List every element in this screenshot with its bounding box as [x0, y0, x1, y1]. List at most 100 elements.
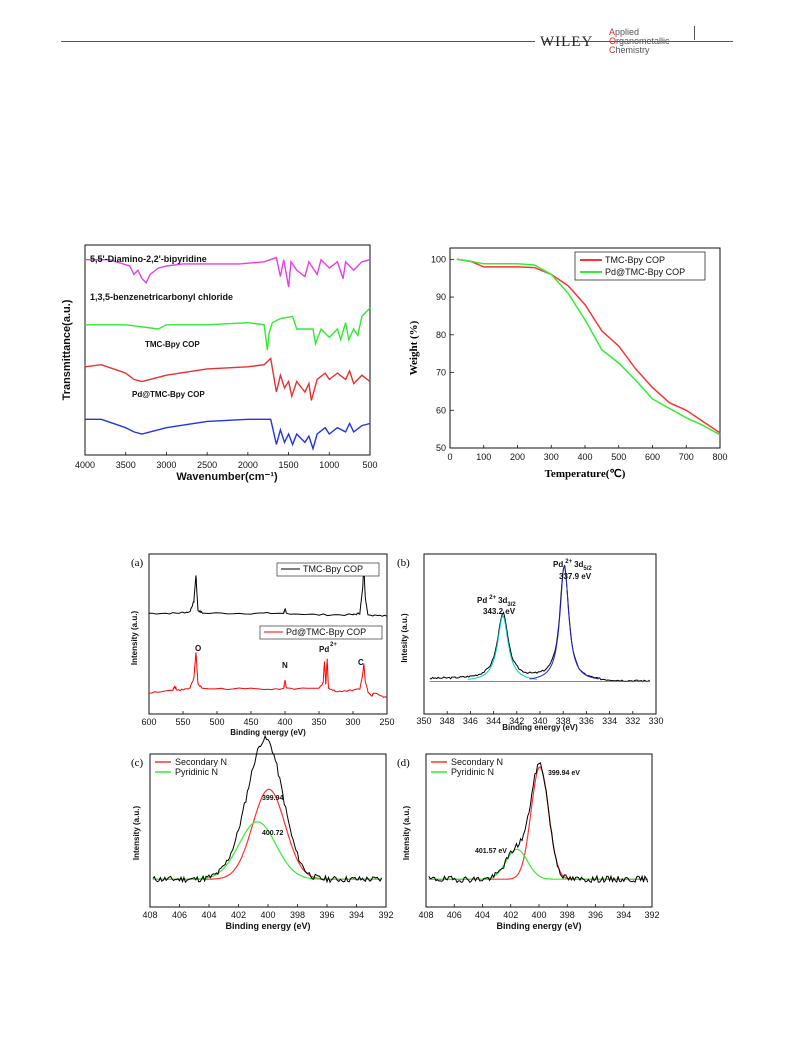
x-tick-label: 336: [579, 716, 594, 726]
fit-line: [428, 766, 648, 880]
x-tick-label: 402: [231, 910, 246, 920]
x-tick-label: 398: [560, 910, 575, 920]
x-tick-label: 332: [625, 716, 640, 726]
y-tick-label: 90: [436, 292, 446, 302]
peak-label: 399.94: [262, 795, 284, 802]
x-tick-label: 396: [588, 910, 603, 920]
x-tick-label: 346: [463, 716, 478, 726]
series-line: [85, 256, 371, 288]
y-tick-label: 70: [436, 368, 446, 378]
series-line: [148, 652, 388, 699]
peak-element: Pd: [477, 596, 487, 605]
y-tick-label: 100: [431, 254, 446, 264]
legend-label: Pd@TMC-Bpy COP: [286, 627, 366, 637]
series-group: [456, 258, 721, 436]
journal-word: pplied: [615, 27, 640, 37]
journal-initial: C: [609, 45, 616, 55]
journal-logo: WILEY Applied Organometallic Chemistry: [535, 26, 670, 60]
peak-value: 337.9 eV: [559, 572, 592, 581]
peak-annotation: Pd 2+ 3d5/2 337.9 eV: [553, 559, 592, 581]
panel-label: (d): [397, 757, 410, 769]
x-tick-label: 392: [644, 910, 659, 920]
peak-label-n: N: [282, 661, 288, 670]
peak-value: 343.2 eV: [483, 607, 516, 616]
journal-initial: A: [609, 27, 616, 37]
legend-box: [276, 562, 380, 577]
x-axis-label: Binding energy (eV): [496, 921, 581, 931]
x-tick-label: 100: [476, 452, 491, 462]
x-ticks: 408 406 404 402 400 398 396 394 392: [142, 904, 394, 920]
fit-line: [529, 564, 599, 680]
x-tick-label: 1000: [319, 460, 339, 470]
y-axis-label: Intesity (a.u.): [400, 613, 409, 663]
peak-label: 400.72: [262, 830, 284, 837]
journal-word: rganometallic: [616, 36, 670, 46]
journal-name: Applied Organometallic Chemistry: [609, 28, 670, 55]
x-tick-label: 300: [345, 717, 360, 727]
panel-label: (b): [397, 557, 410, 569]
legend-label: Secondary N: [175, 757, 227, 767]
x-tick-label: 2000: [238, 460, 258, 470]
x-tick-label: 4000: [75, 460, 95, 470]
x-axis-label: Wavenumber(cm⁻¹): [176, 471, 278, 483]
x-tick-label: 400: [577, 452, 592, 462]
series-label: 5,5'-Diamino-2,2'-bipyridine: [90, 254, 207, 264]
series-label: TMC-Bpy COP: [145, 340, 200, 349]
panel-label: (a): [131, 557, 144, 569]
series-line: [429, 564, 651, 683]
plot-frame: [84, 244, 371, 456]
x-tick-label: 402: [503, 910, 518, 920]
peak-element: Pd: [553, 560, 563, 569]
x-tick-label: 550: [175, 717, 190, 727]
x-tick-label: 344: [486, 716, 501, 726]
plot-frame: [423, 553, 657, 715]
series-label: 1,3,5-benzenetricarbonyl chloride: [90, 292, 233, 302]
x-tick-label: 500: [209, 717, 224, 727]
x-tick-label: 700: [679, 452, 694, 462]
x-tick-label: 0: [447, 452, 452, 462]
x-tick-label: 408: [418, 910, 433, 920]
plot-frame: [148, 553, 388, 715]
x-tick-label: 408: [142, 910, 157, 920]
header-rule: [61, 41, 733, 42]
xps-pd3d-chart: (b) 350 348 346 344 342 340 338 336 334 332 330 Bi…: [397, 553, 664, 732]
y-axis-label: Weight (%): [408, 320, 420, 375]
peak-annotation: Pd 2+ 3d3/2 343.2 eV: [477, 595, 516, 616]
x-axis-label: Binding energy (eV): [230, 728, 306, 737]
x-tick-label: 600: [141, 717, 156, 727]
publisher-name: WILEY: [540, 34, 594, 50]
series-line: [456, 258, 721, 436]
x-tick-label: 338: [556, 716, 571, 726]
x-tick-label: 330: [648, 716, 663, 726]
legend-label: TMC-Bpy COP: [605, 255, 665, 265]
x-tick-label: 394: [616, 910, 631, 920]
legend-label: TMC-Bpy COP: [303, 564, 363, 574]
y-tick-label: 60: [436, 405, 446, 415]
x-tick-label: 200: [510, 452, 525, 462]
x-tick-label: 300: [544, 452, 559, 462]
header-divider: [694, 26, 695, 40]
y-axis-label: Intensity (a.u.): [130, 611, 139, 666]
x-ticks: 408 406 404 402 400 398 396 394 392: [418, 904, 660, 920]
series-line: [85, 307, 371, 351]
journal-word: hemistry: [615, 45, 650, 55]
fit-line: [428, 848, 648, 880]
peak-charge: 2+: [489, 595, 496, 601]
legend-label: Pyridinic N: [451, 767, 494, 777]
x-axis-label: Binding energy (eV): [225, 921, 310, 931]
x-tick-label: 600: [645, 452, 660, 462]
x-ticks: 4000 3500 3000 2500 2000 1500 1000 500: [75, 452, 378, 470]
series-line: [456, 258, 721, 434]
legend-label: Secondary N: [451, 757, 503, 767]
x-tick-label: 400: [531, 910, 546, 920]
tga-chart: 0 100 200 300 400 500 600 700 800 5060708090100 …: [408, 247, 728, 480]
panel-label: (c): [131, 757, 144, 769]
series-group: [152, 734, 383, 884]
series-group: [84, 256, 371, 452]
x-tick-label: 406: [172, 910, 187, 920]
peak-label: 399.94 eV: [548, 770, 580, 777]
x-axis-label: Binding energy (eV): [502, 723, 578, 732]
x-ticks: 350 348 346 344 342 340 338 336 334 332 330: [416, 711, 664, 726]
fit-line: [152, 821, 382, 880]
x-tick-label: 400: [277, 717, 292, 727]
